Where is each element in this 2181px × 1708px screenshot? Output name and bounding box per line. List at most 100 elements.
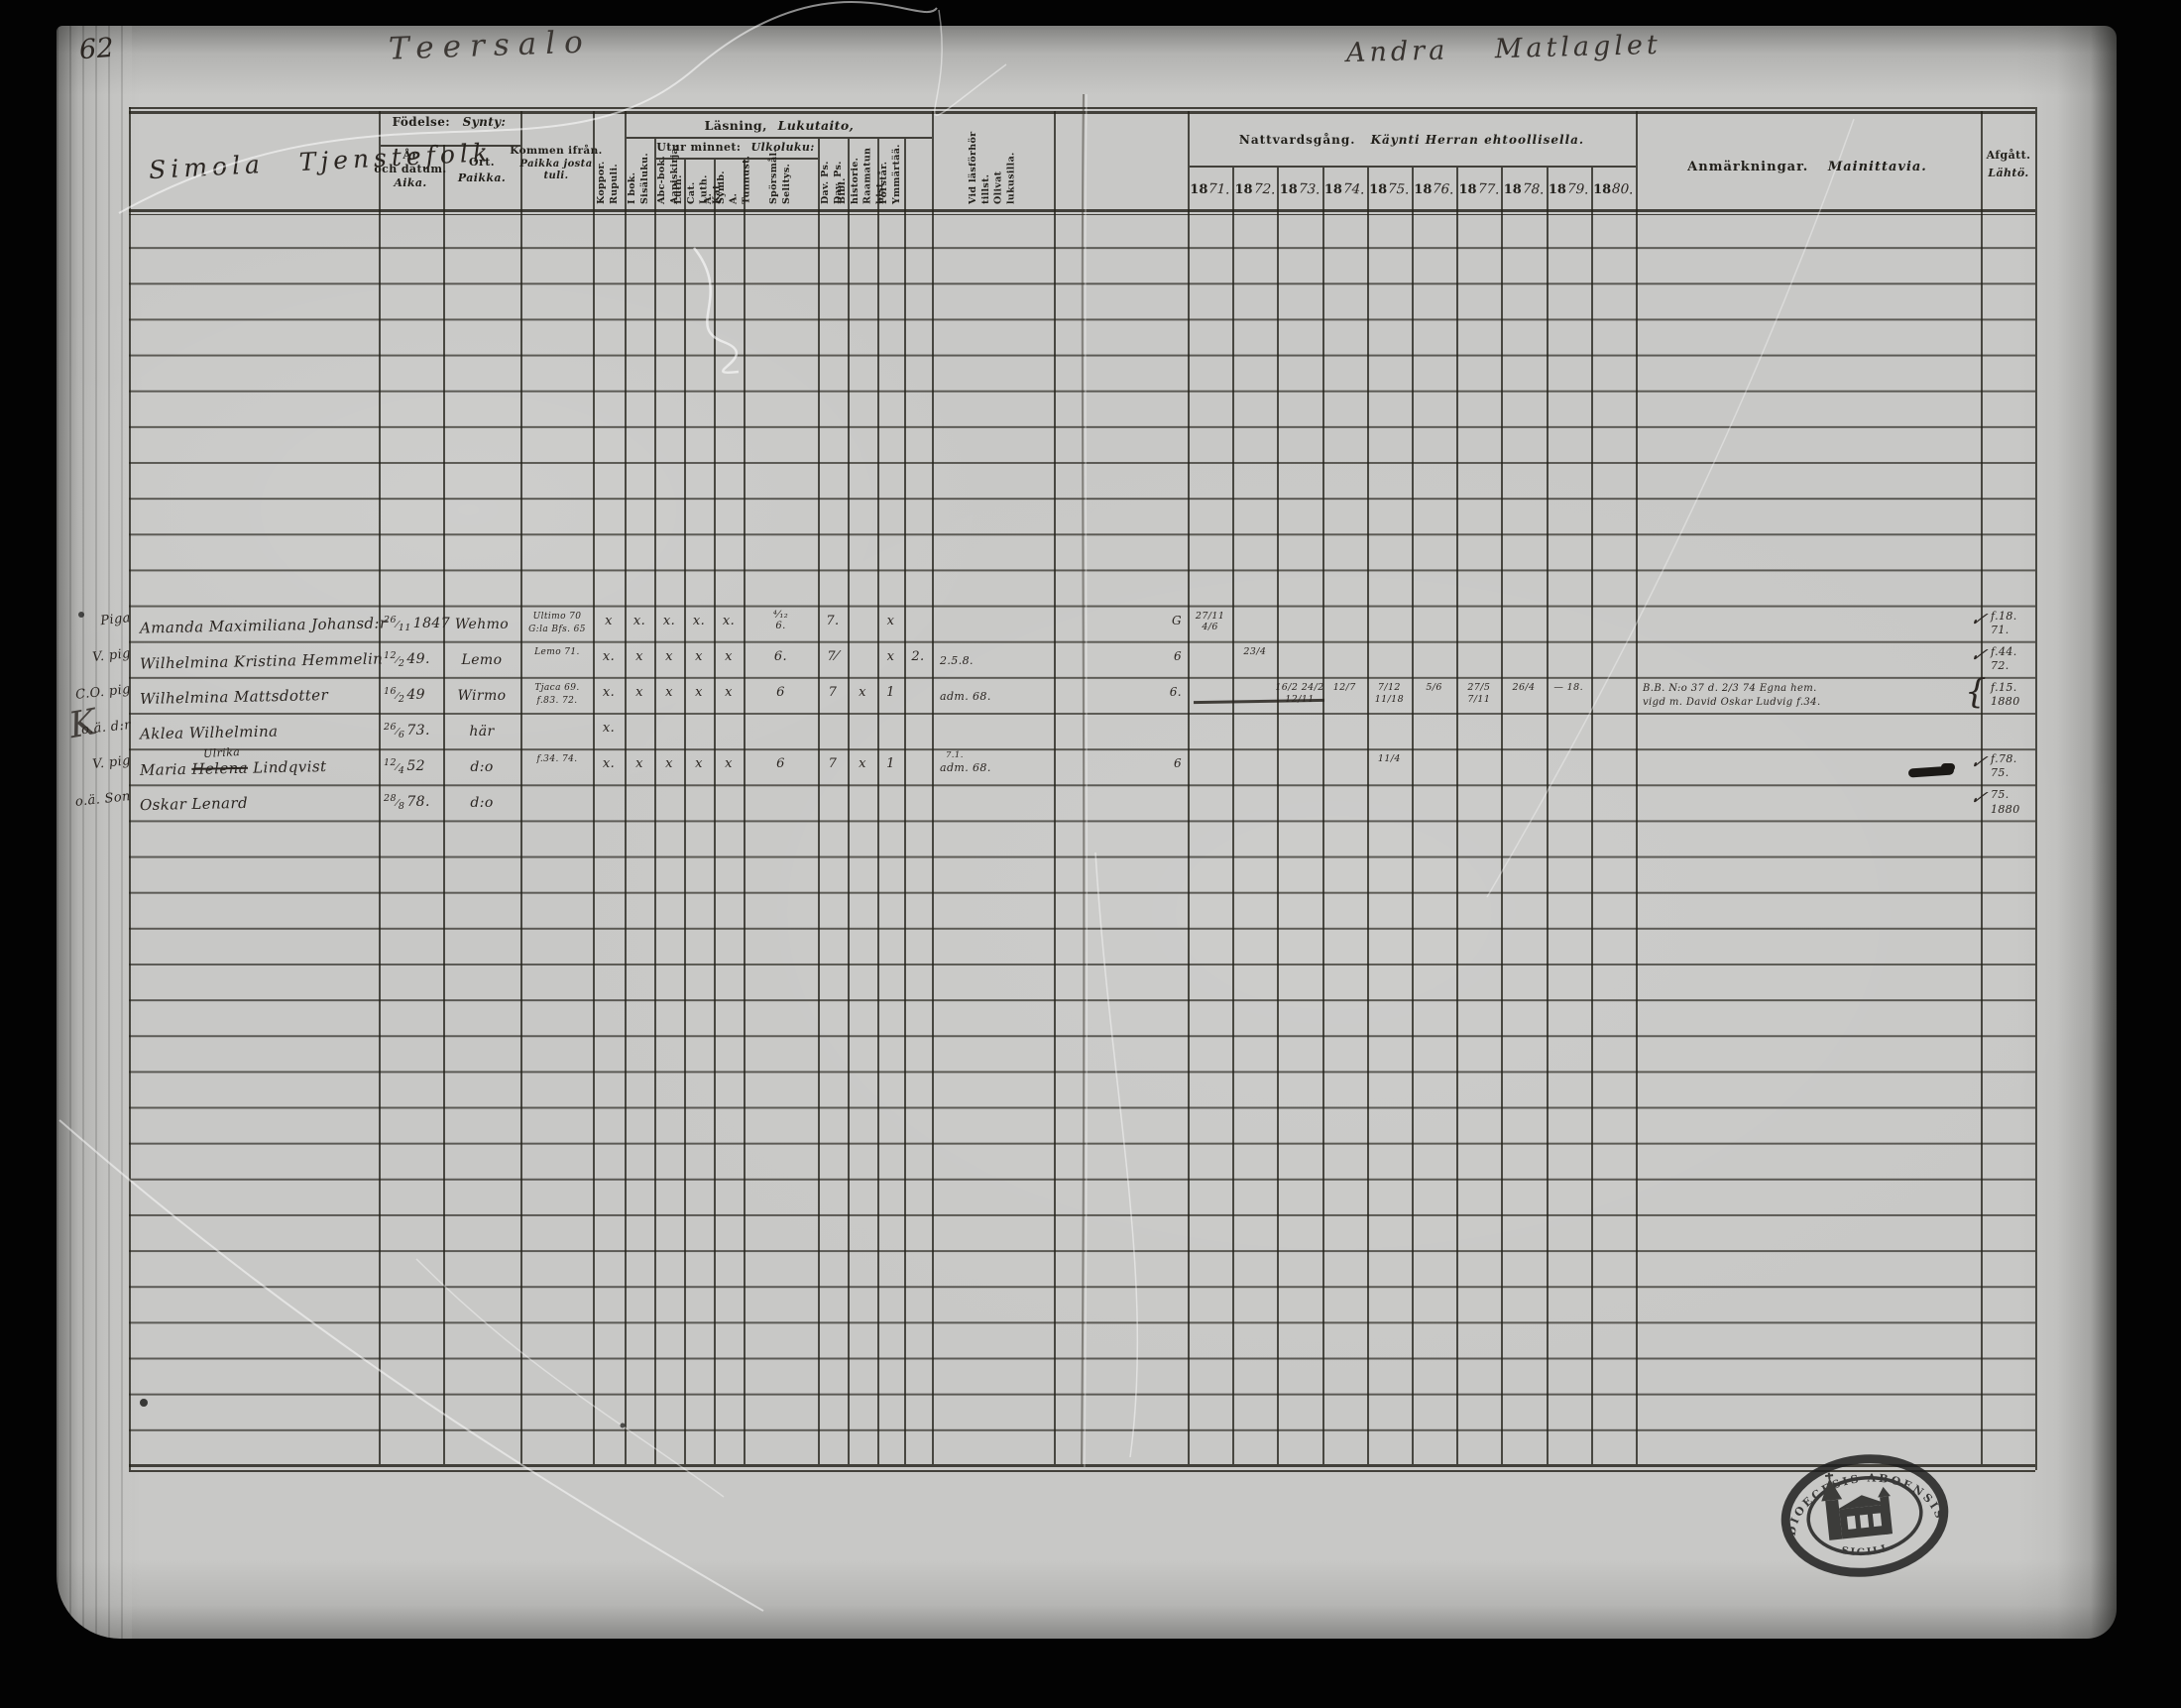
- entry-reading-mark: x.: [602, 684, 616, 700]
- header-kommen: Kommen ifrån.: [510, 145, 603, 157]
- table-column-line: [1366, 168, 1369, 1464]
- entry-reading-mark: x: [605, 613, 613, 628]
- table-rule-line: [129, 1464, 2035, 1467]
- table-column-line: [1412, 168, 1414, 1464]
- year-header-cell: 18 79.: [1547, 171, 1591, 208]
- table-column-line: [1636, 111, 1638, 1464]
- entry-reading-mark: x.: [692, 613, 706, 628]
- table-column-line: [1321, 168, 1324, 1464]
- entry-birth-part: 2: [398, 693, 405, 705]
- header-lasning: Läsning, Lukutaito,: [705, 118, 855, 133]
- entry-communion-date: 23/4: [1243, 645, 1267, 657]
- page-stack-edge: [57, 26, 132, 1639]
- entry-grade-mark: G: [1172, 613, 1182, 627]
- entry-departed: f.15. 1880: [1991, 680, 2020, 709]
- entry-birth-part: 4: [398, 765, 405, 777]
- year-handwritten-digits: 77.: [1477, 180, 1500, 198]
- entry-reading-mark: x.: [602, 756, 616, 772]
- entry-reading-mark: x: [635, 648, 643, 664]
- stamp-church-icon: [1821, 1472, 1894, 1540]
- year-header-cell: 18 72.: [1232, 171, 1277, 208]
- header-nattvard-fi: Käynti Herran ehtoollisella.: [1370, 133, 1585, 147]
- header-utur-fi: Ulkoluku:: [750, 141, 815, 154]
- entry-came-from: f.34. 74.: [536, 754, 578, 765]
- header-kommen-fi1: Paikka josta: [519, 159, 593, 170]
- table-column-line: [877, 139, 879, 1464]
- entry-birth-part: 16: [384, 685, 397, 697]
- entry-reading-mark: x: [635, 684, 643, 700]
- entry-birth-part: 6: [398, 729, 405, 740]
- table-column-line: [1590, 168, 1593, 1464]
- entry-birth-place: Wehmo: [454, 616, 510, 632]
- rotated-column-header: A. Symb. A. Tunnust.: [703, 156, 751, 204]
- table-rule-line: [1190, 166, 1636, 168]
- table-column-line: [1188, 111, 1190, 1464]
- rotated-column-header: [905, 139, 931, 204]
- year-handwritten-digits: 75.: [1387, 180, 1411, 198]
- entry-reading-mark: 2.: [911, 648, 925, 664]
- entry-birth-part: 28: [384, 793, 397, 805]
- year-printed-prefix: 18: [1279, 181, 1298, 197]
- rotated-column-header-label: Förstår. Ymmärtää.: [877, 144, 902, 204]
- entry-birth-place: d:o: [470, 759, 494, 776]
- table-column-line: [625, 111, 627, 1464]
- entry-admission-note: adm. 68.: [940, 761, 991, 775]
- entry-birth-part: 78.: [406, 794, 430, 811]
- entry-name: Wilhelmina Mattsdotter: [139, 685, 329, 708]
- year-handwritten-digits: 72.: [1253, 180, 1276, 198]
- entry-reading-mark: 1: [886, 684, 895, 700]
- table-column-line: [1501, 168, 1504, 1464]
- entry-reading-mark: 7: [828, 684, 838, 700]
- header-fodelse-sv: Födelse:: [392, 115, 451, 129]
- entry-reading-mark: x: [859, 756, 866, 772]
- table-column-line: [1054, 111, 1056, 1464]
- table-column-line: [1456, 168, 1459, 1464]
- year-header-cell: 18 74.: [1322, 171, 1367, 208]
- year-header-cell: 18 71.: [1188, 171, 1232, 208]
- entry-birth-date: 28⁄8 78.: [384, 793, 430, 812]
- table-column-line: [1546, 168, 1549, 1464]
- entry-birth-part: 26: [384, 614, 397, 626]
- fraction-slash: ⁄: [396, 798, 399, 810]
- header-fodelse-fi: Synty:: [462, 115, 507, 129]
- header-anmarkningar: Anmärkningar. Mainittavia.: [1687, 160, 1927, 174]
- entry-reading-mark: x: [695, 756, 703, 772]
- table-column-line: [593, 111, 595, 1464]
- entry-brace: {: [1965, 671, 1988, 712]
- entry-departed: 75. 1880: [1991, 788, 2020, 816]
- entry-birth-part: 73.: [406, 722, 430, 739]
- year-header-cell: 18 73.: [1277, 171, 1321, 208]
- rotated-column-header: Förstår. Ymmärtää.: [878, 139, 903, 204]
- entry-reading-mark: x.: [662, 613, 676, 628]
- entry-grade-mark: 6: [1173, 756, 1182, 771]
- rotated-column-header-label: Vid läsförhör tillst. Olivat lukusilla.: [968, 131, 1017, 204]
- table-rule-line: [129, 111, 2035, 114]
- header-aika: Aika.: [394, 176, 427, 189]
- rotated-column-header: Spörsmål. Selitys.: [745, 149, 817, 204]
- entry-name-part: Helena: [191, 758, 249, 778]
- entry-name: Oskar Lenard: [139, 794, 249, 815]
- entry-birth-part: 12: [384, 649, 397, 661]
- entry-communion-date: 16/2 24/2 12/11: [1275, 681, 1324, 705]
- year-printed-prefix: 18: [1323, 181, 1342, 197]
- table-column-line: [684, 160, 686, 1464]
- entry-reading-mark: 7: [828, 756, 838, 772]
- table-column-line: [932, 111, 934, 1464]
- header-afgatt: Afgått.: [1986, 149, 2031, 162]
- table-column-line: [1277, 168, 1280, 1464]
- entry-birth-place: Lemo: [461, 651, 503, 668]
- fraction-slash: ⁄: [396, 762, 399, 774]
- year-printed-prefix: 18: [1369, 181, 1388, 197]
- entry-name-insertion: Ulrika: [202, 745, 241, 761]
- entry-reading-mark: x: [665, 684, 673, 700]
- rotated-column-header: I bok. Sisäluku.: [626, 113, 653, 204]
- rotated-column-header: Koppor. Rupuli.: [594, 113, 624, 204]
- year-printed-prefix: 18: [1234, 181, 1253, 197]
- entry-grade-mark: 6: [1173, 648, 1182, 663]
- table-rule-line: [381, 145, 520, 147]
- entry-birth-part: 49.: [406, 650, 430, 667]
- diocese-stamp: DIOECESIS ABOENSIS SIGILL.: [1779, 1454, 1949, 1577]
- entry-communion-date: — 18.: [1553, 681, 1584, 693]
- table-column-line: [2035, 107, 2037, 1470]
- entry-communion-date: 26/4: [1512, 681, 1536, 693]
